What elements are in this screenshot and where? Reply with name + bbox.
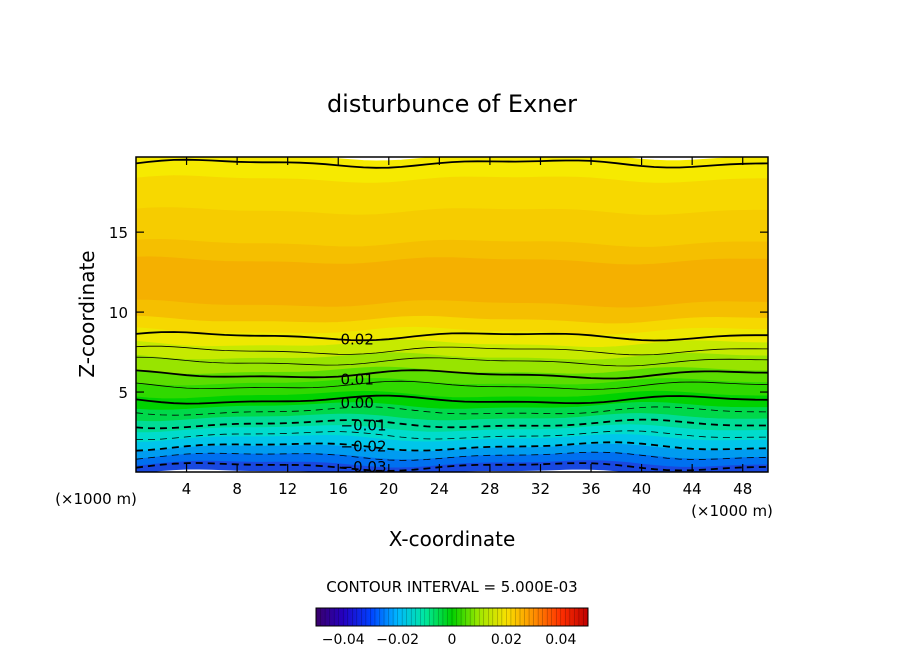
x-tick-label-12: 12 (278, 480, 297, 498)
colorbar-tick-label-4: 0.04 (545, 632, 576, 648)
contour-line-9 (136, 430, 768, 440)
y-axis-ticks: 5 10 15 (109, 224, 768, 402)
x-tick-label-24: 24 (430, 480, 449, 498)
x-tick-label-44: 44 (683, 480, 702, 498)
contour-line-2 (136, 345, 768, 356)
contour-label-1: 0.01 (340, 370, 373, 388)
color-band-4 (136, 256, 768, 309)
contour-line-1 (136, 331, 768, 342)
plot-frame (135, 156, 769, 473)
contour-line-4 (136, 369, 768, 380)
contour-line-5 (136, 380, 768, 390)
contour-label-4: −0.02 (341, 437, 387, 455)
colorbar-ticks: −0.04 −0.02 0 0.02 0.04 (322, 632, 577, 648)
contour-line-0 (136, 158, 768, 169)
x-tick-label-40: 40 (632, 480, 651, 498)
contour-line-10 (136, 441, 768, 452)
contour-line-6 (136, 394, 768, 405)
y-tick-label-15: 15 (109, 224, 128, 242)
x-tick-label-32: 32 (531, 480, 550, 498)
contour-line-8 (136, 418, 768, 430)
x-tick-label-4: 4 (182, 480, 192, 498)
x-tick-label-36: 36 (581, 480, 600, 498)
x-tick-label-20: 20 (379, 480, 398, 498)
colorbar-tick-label-1: −0.02 (376, 632, 419, 648)
contour-label-0: 0.02 (340, 330, 373, 348)
colorbar-tick-label-2: 0 (448, 632, 457, 648)
y-axis-label: Z-coordinate (75, 250, 99, 377)
contour-label-3: −0.01 (341, 417, 387, 435)
x-axis-label: X-coordinate (389, 527, 516, 551)
x-tick-label-48: 48 (733, 480, 752, 498)
chart-title: disturbunce of Exner (327, 90, 577, 118)
x-tick-label-28: 28 (480, 480, 499, 498)
contour-line-7 (136, 406, 768, 416)
x-unit-right: (×1000 m) (691, 502, 773, 520)
contour-lines (136, 158, 768, 472)
x-tick-label-8: 8 (232, 480, 242, 498)
y-tick-label-10: 10 (109, 304, 128, 322)
x-unit-left: (×1000 m) (55, 490, 137, 508)
colorbar-tick-label-3: 0.02 (491, 632, 522, 648)
colorbar-tick-label-0: −0.04 (322, 632, 365, 648)
colorbar-stripes (320, 608, 584, 626)
contour-interval-note: CONTOUR INTERVAL = 5.000E-03 (326, 578, 577, 596)
contour-label-2: 0.00 (340, 394, 373, 412)
contour-label-5: −0.03 (341, 458, 387, 476)
contour-line-3 (136, 356, 768, 367)
x-axis-ticks: 4 8 12 16 20 24 28 32 36 40 44 48 (182, 157, 752, 498)
contour-line-12 (136, 462, 768, 472)
y-tick-label-5: 5 (118, 384, 128, 402)
color-fill-bands (136, 157, 768, 472)
contour-line-11 (136, 451, 768, 461)
x-tick-label-16: 16 (329, 480, 348, 498)
